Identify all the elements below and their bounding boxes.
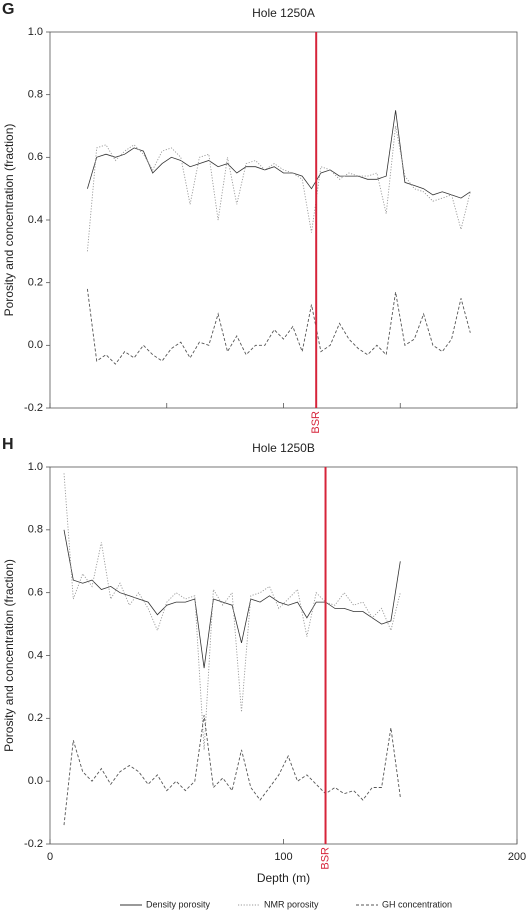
y-tick-label: 0.4 — [28, 214, 43, 226]
panel-letter: G — [2, 1, 14, 18]
series-line — [87, 110, 471, 199]
y-tick-label: 0.4 — [28, 649, 43, 661]
series-line — [63, 473, 401, 750]
y-tick-label: 0.2 — [28, 277, 43, 289]
legend-label: Density porosity — [146, 899, 211, 909]
bsr-label: BSR — [310, 411, 322, 434]
y-tick-label: 1.0 — [28, 26, 43, 38]
series-line — [63, 715, 401, 826]
y-axis-label: Porosity and concentration (fraction) — [2, 124, 16, 317]
y-axis-label: Porosity and concentration (fraction) — [2, 559, 16, 752]
series-line — [63, 529, 401, 669]
x-axis-label: Depth (m) — [257, 871, 310, 885]
chart-title: Hole 1250B — [252, 441, 315, 455]
y-tick-label: 0.6 — [28, 151, 43, 163]
y-tick-label: 1.0 — [28, 461, 43, 473]
series-line — [86, 125, 471, 252]
series-line — [86, 288, 471, 365]
y-tick-label: 0.8 — [28, 524, 43, 536]
y-tick-label: -0.2 — [24, 838, 43, 850]
y-tick-label: 0.0 — [28, 775, 43, 787]
plot-frame — [49, 466, 518, 845]
x-tick-label: 100 — [274, 851, 292, 863]
chart-title: Hole 1250A — [252, 6, 315, 20]
y-tick-label: 0.2 — [28, 712, 43, 724]
x-tick-label: 0 — [47, 851, 53, 863]
plot-frame — [49, 31, 518, 409]
y-tick-label: 0.0 — [28, 339, 43, 351]
panel-letter: H — [2, 436, 14, 453]
legend-label: NMR porosity — [264, 899, 319, 909]
legend-label: GH concentration — [382, 899, 452, 909]
bsr-label: BSR — [319, 847, 331, 870]
y-tick-label: 0.8 — [28, 89, 43, 101]
y-tick-label: 0.6 — [28, 587, 43, 599]
x-tick-label: 200 — [508, 851, 526, 863]
y-tick-label: -0.2 — [24, 402, 43, 414]
